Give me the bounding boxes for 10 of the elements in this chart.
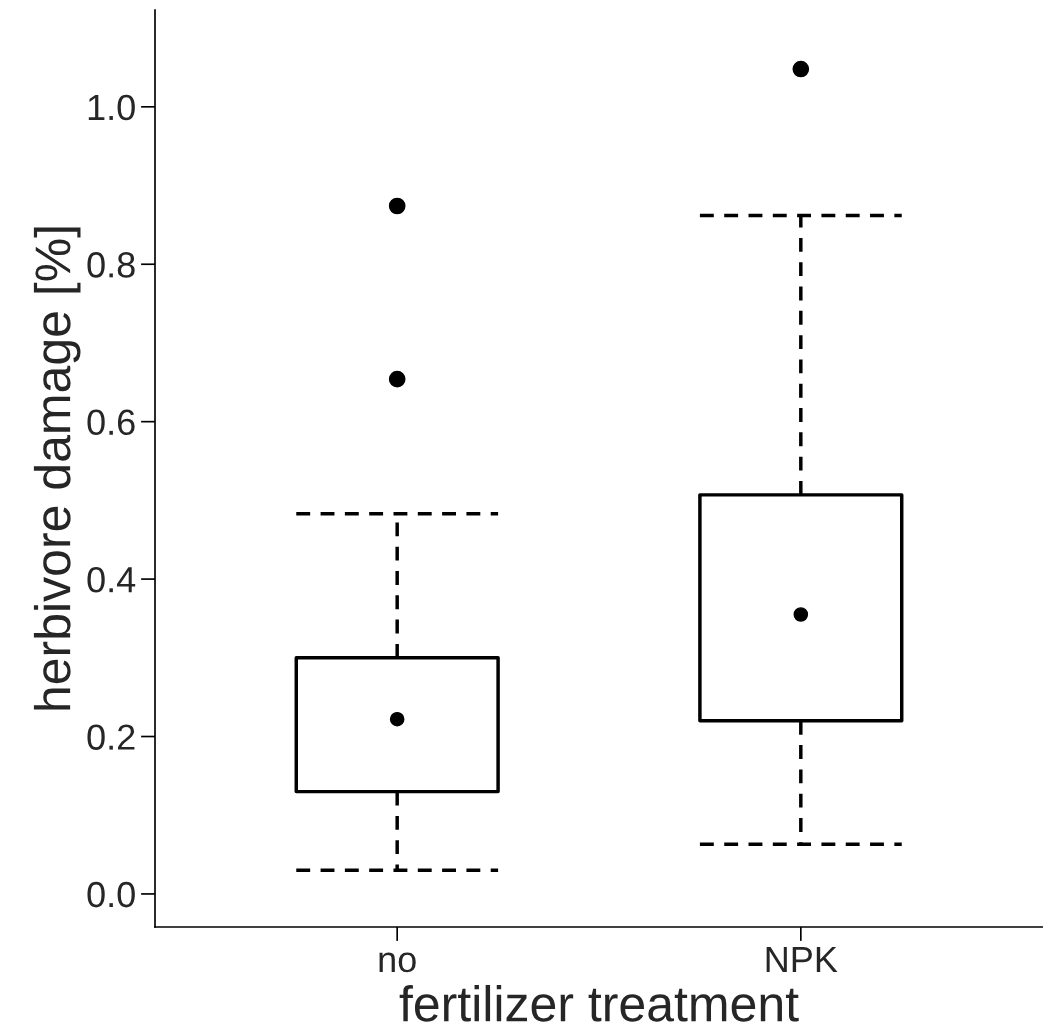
y-tick-label: 0.0 xyxy=(87,881,135,908)
x-axis-title: fertilizer treatment xyxy=(399,984,799,1022)
y-tick-label: 0.4 xyxy=(87,566,136,593)
y-tick-label: 0.2 xyxy=(87,724,135,750)
y-axis-title: herbivore damage [%] xyxy=(33,227,81,710)
y-tick-label: 1.0 xyxy=(88,94,135,121)
x-tick-label: NPK xyxy=(766,947,838,972)
x-tick-label: no xyxy=(379,952,416,973)
y-tick-label: 0.6 xyxy=(87,409,135,436)
y-tick-label: 0.8 xyxy=(87,252,135,278)
